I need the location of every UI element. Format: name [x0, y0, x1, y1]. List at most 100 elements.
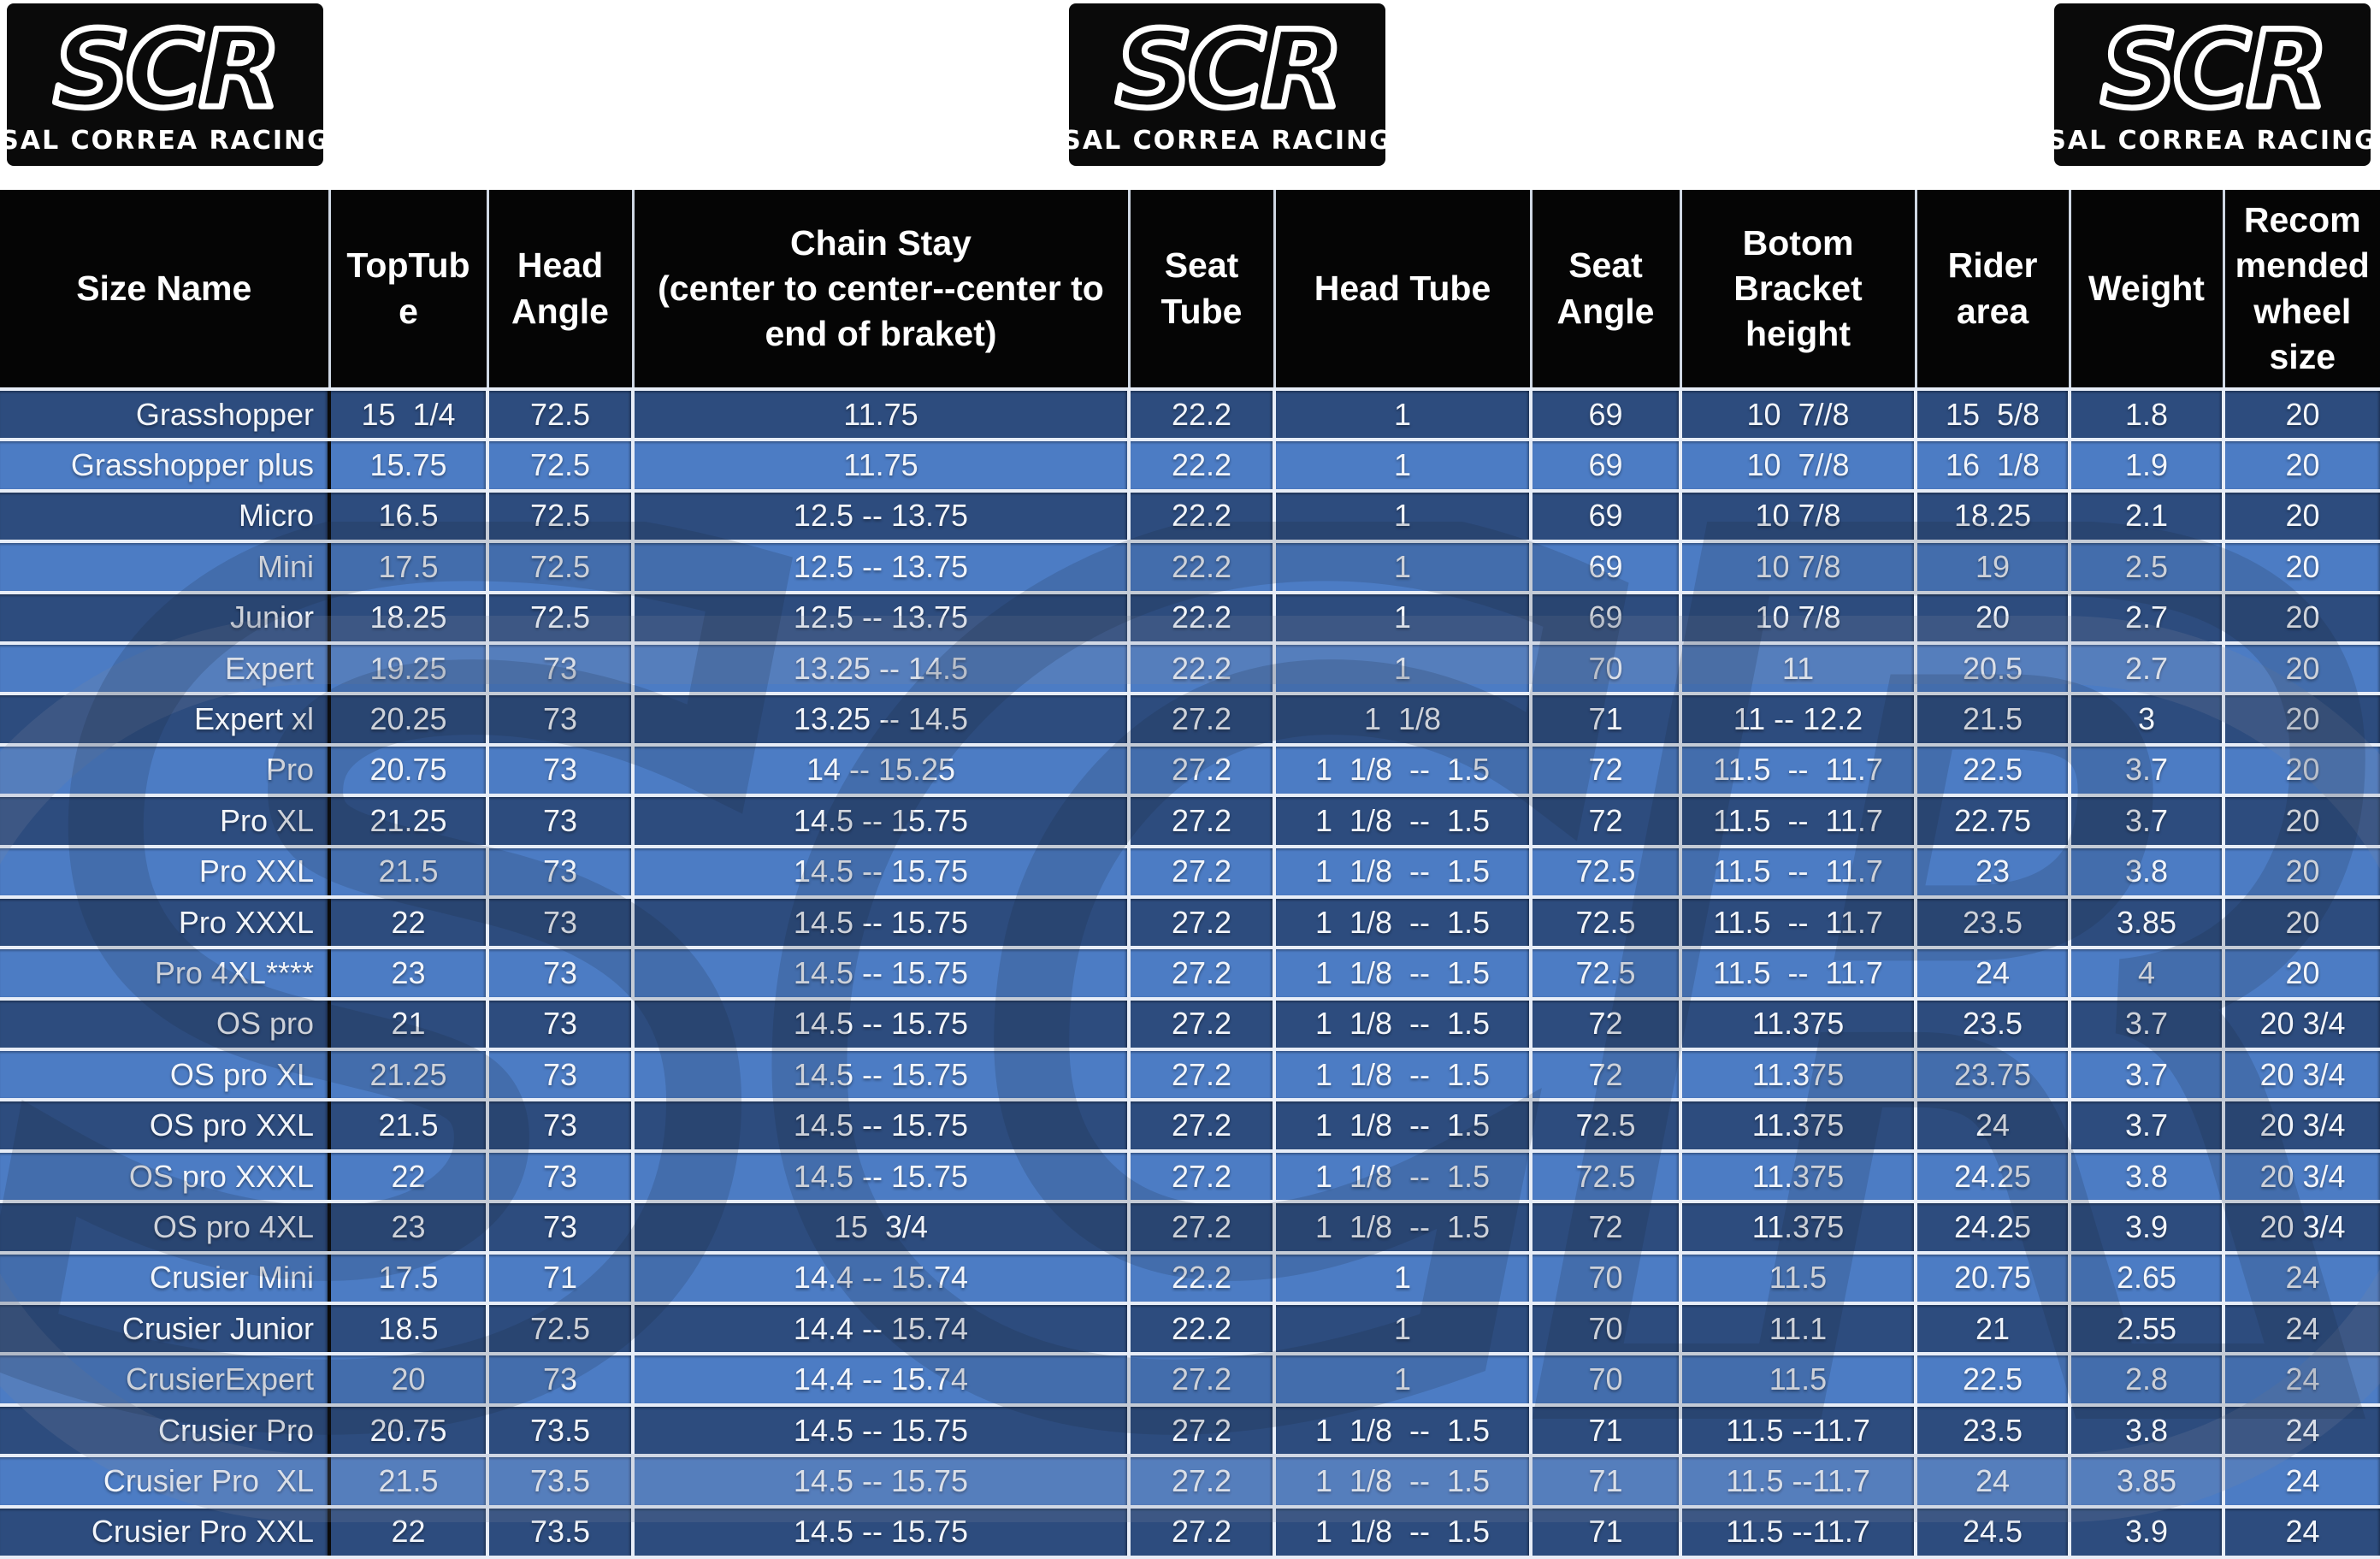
table-cell: 69 — [1531, 389, 1682, 442]
table-cell: 3.8 — [2070, 1404, 2225, 1458]
table-cell: 20.5 — [1916, 642, 2071, 696]
table-cell: 3.7 — [2070, 795, 2225, 848]
table-cell: 27.2 — [1129, 1202, 1276, 1255]
table-cell: 20 — [2223, 948, 2380, 1001]
scr-logo-graphic: SCR SAL CORREA RACING — [1069, 3, 1385, 166]
table-row: OS pro 4XL 23 73 15 3/4 27.2 1 1/8 -- 1.5 72 11… — [0, 1202, 2380, 1255]
table-cell: 13.25 -- 14.5 — [633, 642, 1131, 696]
table-cell: 72.5 — [487, 389, 635, 442]
table-cell: 24 — [2223, 1354, 2380, 1407]
table-cell: 22.75 — [1916, 795, 2071, 848]
table-cell: 23.5 — [1916, 998, 2071, 1052]
table-cell: 18.5 — [329, 1303, 489, 1356]
table-cell: 73 — [487, 846, 635, 899]
table-cell: 70 — [1531, 642, 1682, 696]
table-cell: 11.5 — [1680, 1252, 1917, 1306]
table-cell: 1 1/8 -- 1.5 — [1274, 1202, 1533, 1255]
table-cell: 22.2 — [1129, 490, 1276, 544]
table-cell: 3.7 — [2070, 744, 2225, 798]
scr-logo-subtext: SAL CORREA RACING — [7, 126, 323, 156]
table-cell: 3.8 — [2070, 846, 2225, 899]
table-cell: 24 — [1916, 948, 2071, 1001]
table-cell: 11.5 -- 11.7 — [1680, 795, 1917, 848]
column-header-seat-tube: Seat Tube — [1129, 190, 1276, 391]
table-cell: 1 1/8 -- 1.5 — [1274, 1404, 1533, 1458]
size-name-cell: Crusier Pro XXL — [0, 1506, 331, 1559]
size-name-cell: OS pro XXXL — [0, 1150, 331, 1204]
size-name-cell: Crusier Pro XL — [0, 1456, 331, 1509]
table-cell: 19.25 — [329, 642, 489, 696]
table-cell: 14.5 -- 15.75 — [633, 1456, 1131, 1509]
table-cell: 10 7/8 — [1680, 490, 1917, 544]
column-header-top-tube: TopTube — [329, 190, 489, 391]
table-cell: 24.25 — [1916, 1150, 2071, 1204]
table-row: Junior 18.25 72.5 12.5 -- 13.75 22.2 1 69 10 7/… — [0, 592, 2380, 645]
table-cell: 1 — [1274, 490, 1533, 544]
size-name-cell: Grasshopper plus — [0, 440, 331, 493]
size-chart-table: Size Name TopTube Head Angle Chain Stay … — [0, 190, 2380, 1559]
table-cell: 73.5 — [487, 1506, 635, 1559]
table-cell: 24.5 — [1916, 1506, 2071, 1559]
table-cell: 11 -- 12.2 — [1680, 694, 1917, 747]
table-cell: 15.75 — [329, 440, 489, 493]
table-cell: 14.5 -- 15.75 — [633, 1506, 1131, 1559]
table-cell: 14.5 -- 15.75 — [633, 1404, 1131, 1458]
table-row: OS pro XL 21.25 73 14.5 -- 15.75 27.2 1 1/8 -… — [0, 1049, 2380, 1102]
table-cell: 1 1/8 -- 1.5 — [1274, 998, 1533, 1052]
table-cell: 27.2 — [1129, 795, 1276, 848]
table-cell: 24 — [2223, 1404, 2380, 1458]
table-cell: 16.5 — [329, 490, 489, 544]
table-cell: 73.5 — [487, 1404, 635, 1458]
table-cell: 20 3/4 — [2223, 1100, 2380, 1153]
table-cell: 2.5 — [2070, 541, 2225, 594]
table-cell: 73 — [487, 642, 635, 696]
table-cell: 69 — [1531, 541, 1682, 594]
table-cell: 27.2 — [1129, 694, 1276, 747]
table-cell: 18.25 — [1916, 490, 2071, 544]
table-cell: 72 — [1531, 1049, 1682, 1102]
table-row: Crusier Junior 18.5 72.5 14.4 -- 15.74 22.2 1… — [0, 1303, 2380, 1356]
table-cell: 3.9 — [2070, 1506, 2225, 1559]
table-cell: 27.2 — [1129, 1100, 1276, 1153]
table-cell: 27.2 — [1129, 1506, 1276, 1559]
scr-logo-text: SCR — [54, 9, 277, 132]
scr-logo-text: SCR — [2101, 9, 2324, 132]
table-cell: 27.2 — [1129, 1404, 1276, 1458]
size-name-cell: Expert xl — [0, 694, 331, 747]
table-row: Expert 19.25 73 13.25 -- 14.5 22.2 1 70 11 20.5 2… — [0, 642, 2380, 696]
scr-logo-left: SCR SAL CORREA RACING — [7, 3, 323, 166]
table-cell: 20 — [2223, 642, 2380, 696]
table-row: Micro 16.5 72.5 12.5 -- 13.75 22.2 1 69 10 7/8 1… — [0, 490, 2380, 544]
table-cell: 73 — [487, 896, 635, 950]
table-cell: 20 — [2223, 592, 2380, 645]
table-cell: 1 — [1274, 389, 1533, 442]
table-cell: 20.75 — [329, 744, 489, 798]
table-cell: 73 — [487, 694, 635, 747]
table-cell: 1.8 — [2070, 389, 2225, 442]
table-cell: 14.5 -- 15.75 — [633, 1150, 1131, 1204]
table-cell: 13.25 -- 14.5 — [633, 694, 1131, 747]
table-row: OS pro 21 73 14.5 -- 15.75 27.2 1 1/8 -- 1.5 7… — [0, 998, 2380, 1052]
table-cell: 10 7/8 — [1680, 592, 1917, 645]
size-name-cell: Micro — [0, 490, 331, 544]
table-cell: 27.2 — [1129, 1049, 1276, 1102]
table-cell: 21.5 — [1916, 694, 2071, 747]
table-cell: 73 — [487, 744, 635, 798]
table-cell: 21.25 — [329, 795, 489, 848]
table-cell: 10 7//8 — [1680, 389, 1917, 442]
table-cell: 20 — [2223, 694, 2380, 747]
column-header-rider-area: Rider area — [1916, 190, 2071, 391]
table-cell: 1 1/8 -- 1.5 — [1274, 1506, 1533, 1559]
table-row: Expert xl 20.25 73 13.25 -- 14.5 27.2 1 1/8 71… — [0, 694, 2380, 747]
table-cell: 70 — [1531, 1303, 1682, 1356]
table-cell: 11.375 — [1680, 1150, 1917, 1204]
table-cell: 12.5 -- 13.75 — [633, 541, 1131, 594]
table-cell: 22 — [329, 1506, 489, 1559]
table-cell: 72.5 — [1531, 896, 1682, 950]
table-cell: 72 — [1531, 998, 1682, 1052]
table-cell: 2.55 — [2070, 1303, 2225, 1356]
size-name-cell: CrusierExpert — [0, 1354, 331, 1407]
table-cell: 23 — [329, 948, 489, 1001]
table-cell: 1 1/8 -- 1.5 — [1274, 846, 1533, 899]
